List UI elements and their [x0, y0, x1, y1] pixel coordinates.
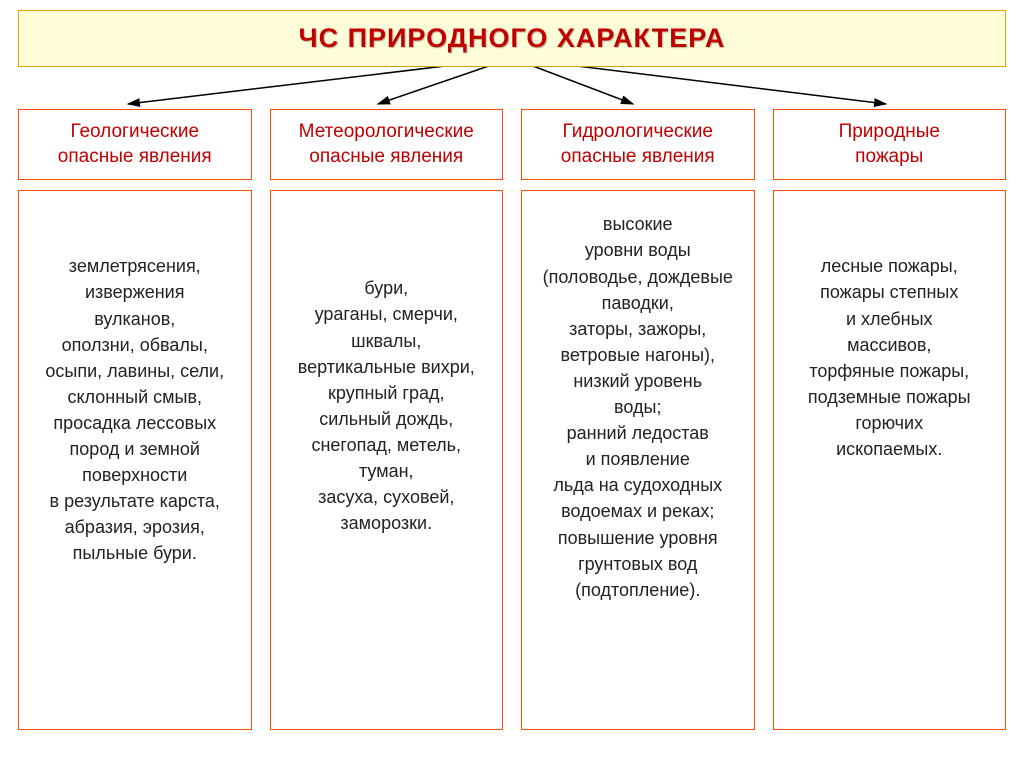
category-header-2: Гидрологические опасные явления [521, 109, 755, 180]
items-text-1: бури, ураганы, смерчи, шквалы, вертикаль… [298, 275, 475, 536]
column-0: Геологические опасные явления землетрясе… [18, 109, 252, 730]
items-text-2: высокие уровни воды (половодье, дождевые… [543, 211, 733, 602]
items-text-3: лесные пожары, пожары степных и хлебных … [808, 253, 971, 462]
category-items-0: землетрясения, извержения вулканов, опол… [18, 190, 252, 730]
category-items-2: высокие уровни воды (половодье, дождевые… [521, 190, 755, 730]
category-items-3: лесные пожары, пожары степных и хлебных … [773, 190, 1007, 730]
category-items-1: бури, ураганы, смерчи, шквалы, вертикаль… [270, 190, 504, 730]
page-title: ЧС ПРИРОДНОГО ХАРАКТЕРА [299, 23, 726, 53]
column-3: Природные пожары лесные пожары, пожары с… [773, 109, 1007, 730]
columns-container: Геологические опасные явления землетрясе… [18, 109, 1006, 730]
items-text-0: землетрясения, извержения вулканов, опол… [45, 253, 224, 566]
column-1: Метеорологические опасные явления бури, … [270, 109, 504, 730]
category-header-3: Природные пожары [773, 109, 1007, 180]
category-header-0: Геологические опасные явления [18, 109, 252, 180]
column-2: Гидрологические опасные явления высокие … [521, 109, 755, 730]
category-header-1: Метеорологические опасные явления [270, 109, 504, 180]
title-box: ЧС ПРИРОДНОГО ХАРАКТЕРА [18, 10, 1006, 67]
